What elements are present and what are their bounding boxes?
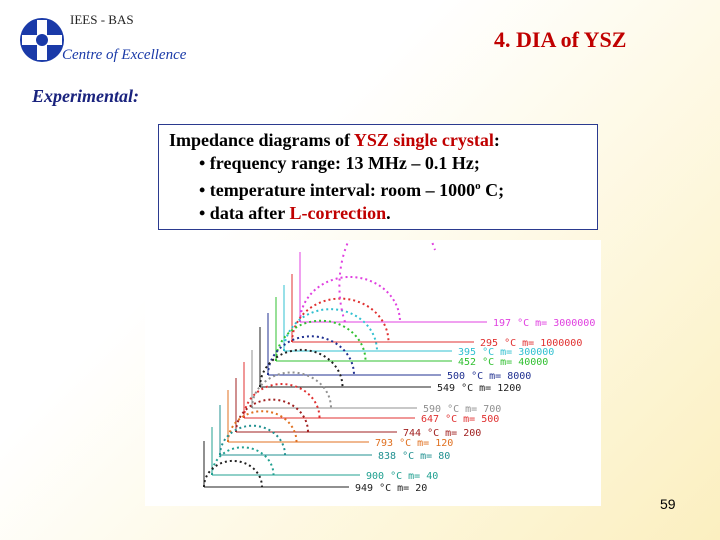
box-line: • data after L-correction. <box>169 202 597 225</box>
highlight: YSZ single crystal <box>353 130 494 150</box>
arc <box>299 276 401 323</box>
arc <box>267 335 355 376</box>
arc <box>243 383 321 419</box>
arc <box>275 319 367 362</box>
curve-label: 838 °C m= 80 <box>378 451 450 462</box>
curve-label: 793 °C m= 120 <box>375 438 453 449</box>
box-line: • frequency range: 13 MHz – 0.1 Hz; <box>199 153 480 173</box>
curve-label: 744 °C m= 200 <box>403 428 481 439</box>
curve-label: 647 °C m= 500 <box>421 414 499 425</box>
institute: IEES - BAS <box>70 12 134 27</box>
arc <box>227 410 298 443</box>
text: Impedance diagrams of <box>169 130 354 150</box>
highlight: L-correction <box>289 203 387 223</box>
arc <box>291 297 390 343</box>
superscript: o <box>475 180 481 192</box>
curve-label: 452 °C m= 40000 <box>458 357 548 368</box>
text: : <box>493 130 500 150</box>
curve-label: 590 °C m= 700 <box>423 404 501 415</box>
curve-label: 500 °C m= 8000 <box>447 371 531 382</box>
text: • temperature interval: room – 1000 <box>199 180 476 200</box>
page-number: 59 <box>660 496 676 512</box>
logo <box>20 18 64 62</box>
curve-label: 900 °C m= 40 <box>366 471 438 482</box>
arc <box>211 446 275 476</box>
curve-label: 549 °C m= 1200 <box>437 383 521 394</box>
text: . <box>386 203 391 223</box>
section-heading: Experimental: <box>32 86 139 106</box>
box-line: • temperature interval: room – 1000o C; <box>169 175 597 202</box>
curve-label: 949 °C m= 20 <box>355 483 427 494</box>
text: • data after <box>199 203 290 223</box>
curve-label: 295 °C m= 1000000 <box>480 338 582 349</box>
arc <box>203 459 263 488</box>
curve-label: 197 °C m= 3000000 <box>493 318 595 329</box>
centre: Centre of Excellence <box>62 47 187 63</box>
box-line: Impedance diagrams of YSZ single crystal… <box>169 129 597 152</box>
arc <box>259 348 344 388</box>
text: C; <box>480 180 505 200</box>
text-box: Impedance diagrams of YSZ single crystal… <box>158 124 598 230</box>
slide-title: 4. DIA of YSZ <box>494 27 627 52</box>
arc <box>251 371 332 409</box>
curve-label: 395 °C m= 300000 <box>458 347 554 358</box>
